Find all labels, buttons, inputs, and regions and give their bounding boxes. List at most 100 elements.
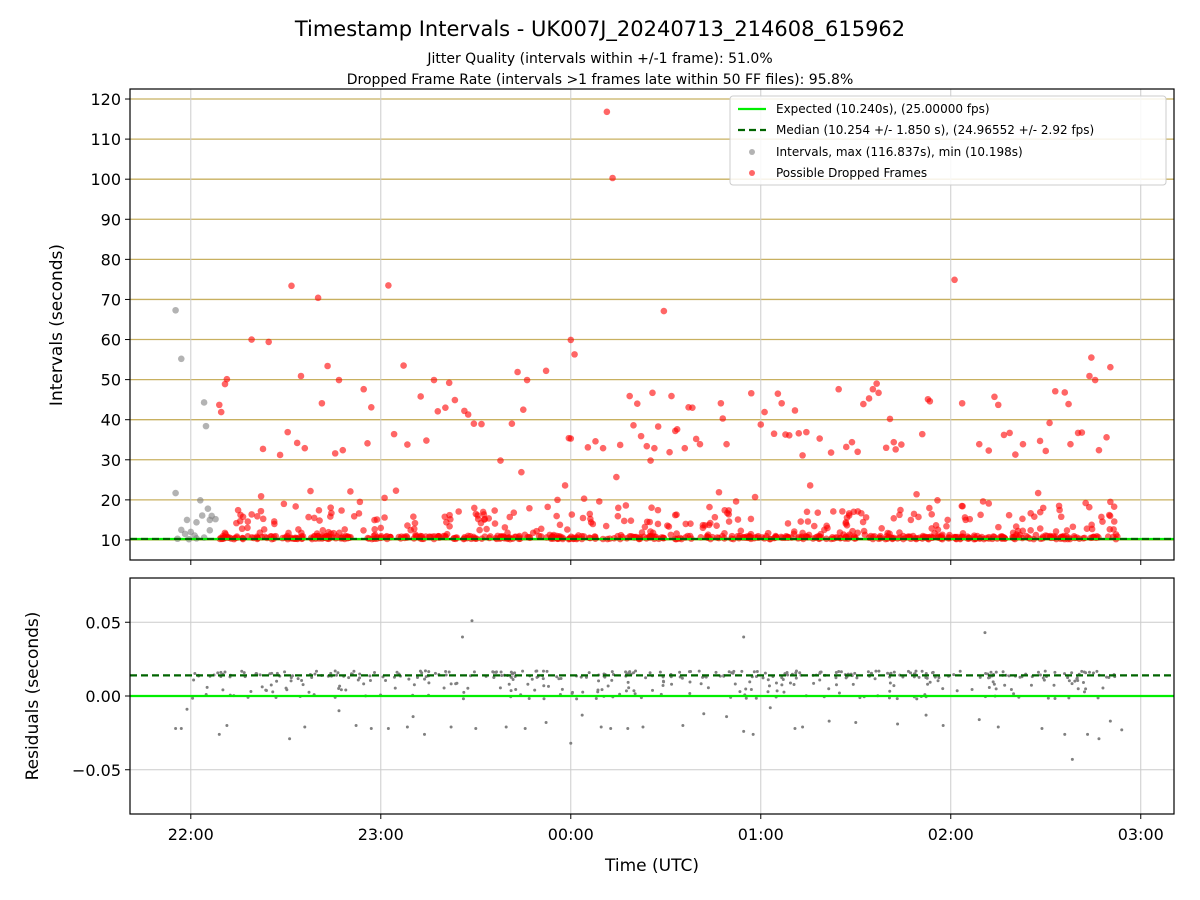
residual-point	[892, 670, 896, 674]
residual-point	[521, 669, 525, 673]
dropped-frame-point	[827, 449, 835, 456]
residual-point	[427, 681, 431, 685]
dropped-frame-point	[410, 525, 418, 533]
x-tick-label: 22:00	[168, 825, 214, 844]
dropped-frame-point	[556, 521, 564, 529]
dropped-frame-point	[472, 510, 480, 518]
dropped-frame-point	[360, 527, 367, 534]
dropped-frame-point	[244, 518, 252, 525]
residual-point	[1001, 670, 1005, 674]
dropped-frame-point	[1032, 531, 1040, 539]
residual-point	[920, 669, 924, 673]
residual-point	[941, 724, 945, 727]
residual-point	[633, 692, 637, 696]
residual-point	[269, 683, 273, 687]
legend-dropped-swatch	[749, 170, 755, 176]
dropped-frame-point	[451, 396, 459, 404]
dropped-frame-point	[339, 446, 347, 454]
residual-point	[827, 719, 831, 723]
dropped-frame-point	[647, 457, 654, 464]
residual-point	[492, 675, 496, 679]
dropped-frame-point	[647, 528, 654, 535]
residual-point	[249, 689, 253, 693]
dropped-frame-point	[858, 509, 865, 517]
dropped-frame-point	[966, 515, 974, 523]
dropped-frame-point	[667, 531, 675, 539]
residual-point	[714, 670, 718, 674]
dropped-frame-point	[630, 422, 637, 429]
top-y-tick-label: 20	[101, 491, 121, 510]
residual-point	[530, 677, 534, 681]
residual-point	[569, 741, 573, 745]
residual-point	[626, 680, 630, 684]
interval-point	[204, 505, 212, 512]
residual-point	[185, 707, 189, 711]
dropped-frame-point	[918, 430, 926, 438]
top-y-ticks: 10 20 30 40 50 60 70 80 90 100 110 120	[90, 90, 130, 550]
dropped-frame-point	[979, 498, 987, 505]
dropped-frame-point	[284, 428, 291, 436]
dropped-frame-point	[356, 498, 364, 506]
residual-point	[794, 676, 798, 680]
interval-point	[206, 527, 214, 534]
dropped-frame-point	[701, 522, 709, 529]
residual-point	[827, 687, 831, 691]
dropped-frame-point	[668, 392, 675, 400]
dropped-frame-point	[1036, 508, 1044, 516]
dropped-frame-point	[810, 522, 818, 530]
residual-point	[632, 671, 636, 675]
dropped-frame-point	[480, 511, 488, 518]
residual-point	[909, 671, 913, 675]
residual-point	[258, 673, 262, 677]
residual-point	[242, 671, 246, 675]
residual-point	[260, 685, 264, 689]
dropped-frame-point	[238, 525, 246, 533]
residual-point	[924, 676, 928, 680]
top-y-tick-label: 30	[101, 451, 121, 470]
dropped-frame-point	[836, 529, 844, 536]
dropped-frame-point	[390, 430, 398, 438]
dropped-frame-point	[681, 444, 689, 452]
dropped-frame-point	[865, 395, 873, 402]
residual-point	[542, 684, 546, 688]
dropped-frame-point	[892, 446, 899, 453]
residual-point	[766, 678, 770, 682]
residual-point	[504, 725, 508, 729]
dropped-frame-point	[859, 518, 867, 526]
dropped-frame-point	[1069, 523, 1077, 531]
dropped-frame-point	[223, 375, 231, 383]
dropped-frame-point	[221, 529, 229, 537]
dropped-frame-point	[244, 524, 251, 532]
residual-point	[819, 670, 823, 674]
dropped-frame-point	[589, 520, 597, 528]
residual-point	[1095, 669, 1099, 673]
dropped-frame-point	[1103, 434, 1110, 441]
residual-point	[834, 683, 838, 687]
dropped-frame-point	[338, 507, 345, 514]
dropped-frame-point	[319, 527, 327, 534]
residual-point	[680, 676, 684, 680]
dropped-frame-point	[747, 515, 755, 523]
residual-point	[937, 676, 941, 680]
residual-point	[774, 681, 778, 685]
dropped-frame-point	[1105, 511, 1113, 519]
dropped-frame-point	[355, 510, 363, 517]
residual-point	[1070, 682, 1074, 686]
dropped-frame-point	[1088, 354, 1095, 361]
dropped-frame-point	[373, 516, 381, 523]
dropped-frame-point	[1005, 511, 1013, 519]
residual-point	[264, 689, 268, 693]
residual-point	[575, 697, 579, 701]
top-y-tick-label: 120	[90, 90, 121, 109]
dropped-frame-point	[1065, 400, 1072, 408]
residual-point	[223, 670, 227, 674]
dropped-frame-point	[1055, 502, 1063, 510]
top-grid	[130, 89, 1174, 560]
dropped-frame-point	[491, 507, 498, 514]
dropped-frame-point	[564, 526, 571, 533]
residual-point	[444, 673, 448, 677]
residual-point	[853, 671, 857, 675]
residual-point	[744, 696, 748, 700]
dropped-frame-point	[455, 508, 462, 515]
residual-point	[300, 678, 304, 682]
